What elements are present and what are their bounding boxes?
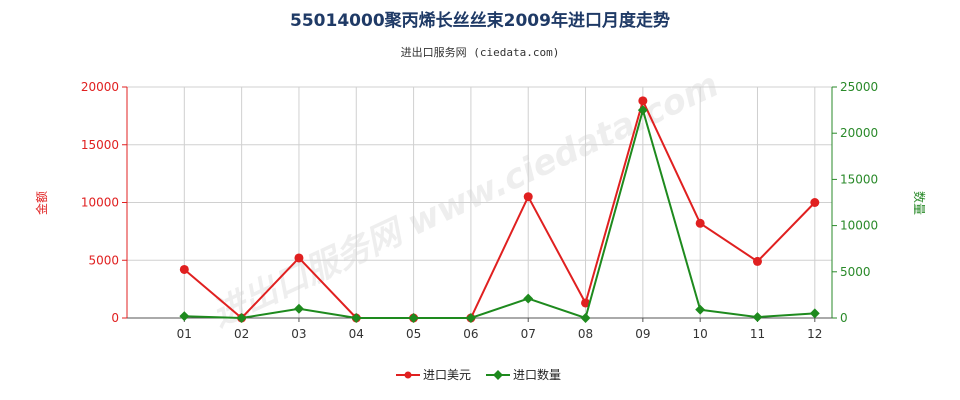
data-point [695,218,705,228]
right-tick-label: 25000 [840,80,878,94]
left-tick-label: 15000 [81,138,119,152]
x-tick-label: 01 [177,327,192,341]
legend-marker-qty [493,370,503,380]
right-axis-ticks: 0 5000 10000 15000 20000 25000 [832,80,878,325]
x-tick-label: 12 [807,327,822,341]
left-tick-label: 0 [111,311,119,325]
data-point [752,256,762,266]
left-tick-label: 20000 [81,80,119,94]
data-point [179,311,190,322]
data-point [523,192,533,202]
series-qty [179,105,820,323]
grid-lines [127,86,832,319]
chart-title: 55014000聚丙烯长丝丝束2009年进口月度走势 [290,10,670,31]
left-axis-label: 金额 [34,191,49,215]
data-point [294,303,304,314]
x-tick-label: 10 [693,327,708,341]
watermark-text: 进出口服务网 www.ciedata.com [206,65,725,335]
data-point [179,264,189,274]
data-point [637,105,648,116]
x-tick-label: 07 [521,327,536,341]
x-tick-label: 06 [463,327,478,341]
data-point [638,96,648,106]
data-point [752,312,763,323]
series-line [183,98,816,320]
right-tick-label: 15000 [840,172,878,186]
legend-item-usd[interactable]: 进口美元 [396,368,471,382]
x-tick-label: 11 [750,327,765,341]
data-point [523,293,534,304]
right-tick-label: 0 [840,311,848,325]
legend-marker-usd [404,371,412,379]
x-tick-label: 08 [578,327,593,341]
left-axis-ticks: 0 5000 10000 15000 20000 [81,80,127,325]
legend-item-qty[interactable]: 进口数量 [486,367,561,382]
x-tick-label: 02 [234,327,249,341]
data-point [810,198,820,207]
data-point [294,253,304,263]
data-point [236,313,247,323]
left-tick-label: 10000 [81,196,119,210]
data-point [408,313,419,323]
right-tick-label: 5000 [840,265,871,279]
series-layer [179,96,820,323]
x-tick-label: 09 [635,327,650,341]
series-line [184,106,815,320]
legend-label-qty: 进口数量 [513,367,561,382]
x-tick-label: 03 [291,327,306,341]
right-tick-label: 10000 [840,219,878,233]
x-tick-label: 04 [349,327,364,341]
right-tick-label: 20000 [840,126,878,140]
legend-label-usd: 进口美元 [423,368,471,382]
x-axis-ticks: 01 02 03 04 05 06 07 08 09 10 11 12 [177,318,822,341]
data-point [465,313,476,323]
data-point [695,304,706,315]
legend: 进口美元 进口数量 [396,367,561,382]
data-point [809,308,820,319]
data-point [351,313,362,323]
data-point [581,298,591,308]
chart-subtitle: 进出口服务网 (ciedata.com) [401,45,560,59]
x-tick-label: 05 [406,327,421,341]
data-point [580,313,591,323]
right-axis-label: 数量 [912,191,927,215]
left-tick-label: 5000 [88,253,119,267]
